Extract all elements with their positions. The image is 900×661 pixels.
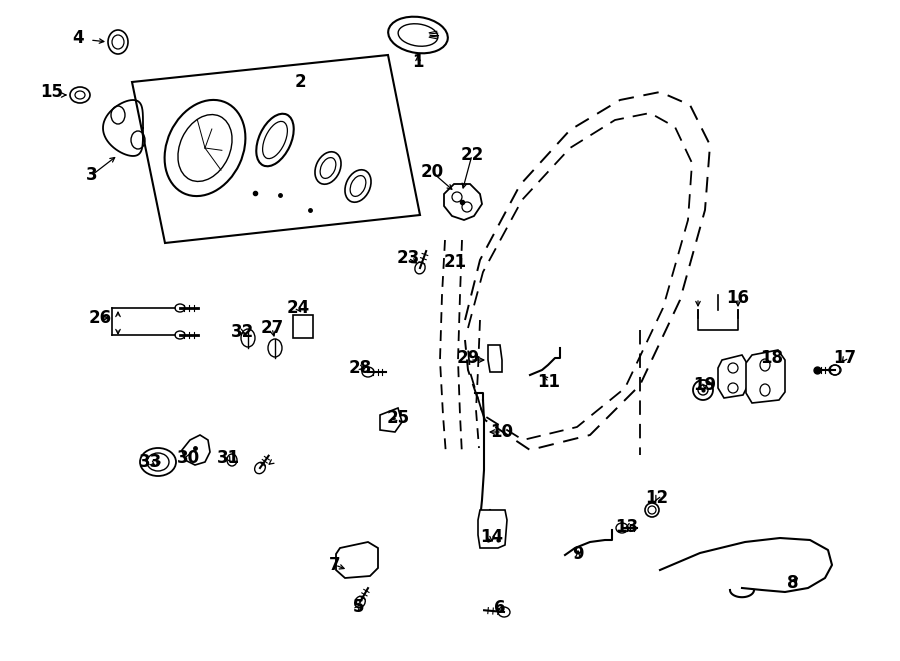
Text: 24: 24 xyxy=(286,299,310,317)
Text: 33: 33 xyxy=(139,453,162,471)
Polygon shape xyxy=(132,55,420,243)
Text: 8: 8 xyxy=(788,574,799,592)
Text: 2: 2 xyxy=(294,73,306,91)
Text: 9: 9 xyxy=(572,545,584,563)
Text: 19: 19 xyxy=(693,376,716,394)
Text: 18: 18 xyxy=(760,349,784,367)
Text: 23: 23 xyxy=(396,249,419,267)
Text: 21: 21 xyxy=(444,253,466,271)
Text: 13: 13 xyxy=(616,518,639,536)
Text: 31: 31 xyxy=(216,449,239,467)
Text: 16: 16 xyxy=(726,289,750,307)
Polygon shape xyxy=(718,355,748,398)
Text: 29: 29 xyxy=(456,349,480,367)
Text: 7: 7 xyxy=(329,556,341,574)
Text: 14: 14 xyxy=(481,528,504,546)
Text: 4: 4 xyxy=(72,29,84,47)
Text: 30: 30 xyxy=(176,449,200,467)
Text: 3: 3 xyxy=(86,166,98,184)
Text: 28: 28 xyxy=(348,359,372,377)
Text: 10: 10 xyxy=(491,423,514,441)
Text: 27: 27 xyxy=(260,319,284,337)
Polygon shape xyxy=(478,510,507,548)
Text: 26: 26 xyxy=(88,309,112,327)
Text: 25: 25 xyxy=(386,409,410,427)
Text: 20: 20 xyxy=(420,163,444,181)
Polygon shape xyxy=(336,542,378,578)
Text: 17: 17 xyxy=(833,349,857,367)
Text: 6: 6 xyxy=(494,599,506,617)
Text: 5: 5 xyxy=(352,598,364,616)
Text: 22: 22 xyxy=(461,146,483,164)
Text: 1: 1 xyxy=(412,53,424,71)
Text: 12: 12 xyxy=(645,489,669,507)
Text: 32: 32 xyxy=(230,323,254,341)
Polygon shape xyxy=(746,350,785,403)
Text: 15: 15 xyxy=(40,83,64,101)
Text: 11: 11 xyxy=(537,373,561,391)
